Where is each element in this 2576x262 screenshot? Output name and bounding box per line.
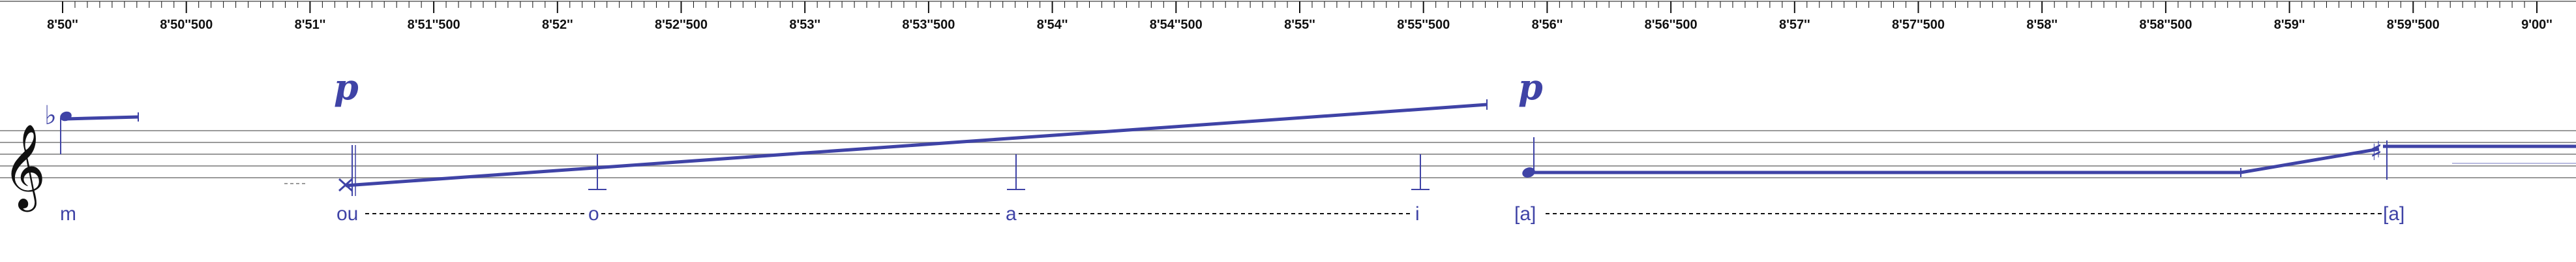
glissando-line[interactable] (345, 103, 1488, 188)
note-event-3[interactable]: p ♯ (1518, 66, 2576, 180)
lyrics-row: m ou o a i [a] [a] (60, 203, 2404, 225)
lyric-syllable[interactable]: m (60, 203, 76, 225)
ruler-tick-label: 8'53''500 (902, 18, 955, 32)
ruler-tick-label: 8'59''500 (2387, 18, 2440, 32)
flat-icon: ♭ (44, 101, 57, 131)
note-event-2[interactable]: p (334, 66, 1488, 196)
ruler-tick-label: 8'55'' (1284, 18, 1315, 32)
ruler-tick-label: 8'50'' (47, 18, 78, 32)
ruler-tick-label: 8'52'' (542, 18, 573, 32)
dynamic-marking: p (1518, 66, 1543, 108)
ruler-tick-label: 9'00'' (2521, 18, 2553, 32)
time-ruler[interactable]: 8'50'' 8'50''500 8'51'' 8'51''500 8'52'' 8'52… (0, 1, 2576, 32)
lyric-syllable[interactable]: [a] (1514, 203, 1536, 225)
ruler-tick-label: 8'51'' (295, 18, 326, 32)
ruler-tick-label: 8'52''500 (655, 18, 708, 32)
ruler-tick-label: 8'54'' (1037, 18, 1068, 32)
lyric-syllable[interactable]: a (1006, 203, 1017, 225)
ruler-tick-label: 8'56'' (1532, 18, 1563, 32)
ruler-tick-label: 8'57''500 (1892, 18, 1945, 32)
duration-line[interactable] (65, 115, 139, 121)
ruler-tick-label: 8'53'' (789, 18, 820, 32)
staff (0, 130, 2576, 178)
treble-clef-icon: 𝄞 (3, 123, 46, 212)
dynamic-marking: p (334, 66, 359, 108)
ruler-tick-label: 8'56''500 (1645, 18, 1698, 32)
ruler-minor-ticks (74, 1, 2525, 8)
ruler-tick-label: 8'57'' (1779, 18, 1810, 32)
lyric-syllable[interactable]: ou (337, 203, 358, 225)
ruler-tick-label: 8'58'' (2026, 18, 2058, 32)
ruler-tick-label: 8'50''500 (160, 18, 213, 32)
lyric-syllable[interactable]: o (588, 203, 599, 225)
ruler-tick-label: 8'51''500 (408, 18, 460, 32)
note-event-1[interactable]: ♭ (44, 101, 139, 154)
glissando-line[interactable] (2240, 147, 2380, 174)
ruler-tick-label: 8'55''500 (1397, 18, 1450, 32)
lyric-syllable[interactable]: [a] (2383, 203, 2404, 225)
ruler-major-ticks (62, 1, 2538, 13)
ruler-tick-labels: 8'50'' 8'50''500 8'51'' 8'51''500 8'52'' 8'52… (47, 18, 2553, 32)
lyric-syllable[interactable]: i (1415, 203, 1420, 225)
ruler-tick-label: 8'54''500 (1150, 18, 1203, 32)
sharp-icon: ♯ (2370, 137, 2382, 167)
ruler-tick-label: 8'59'' (2274, 18, 2305, 32)
ruler-tick-label: 8'58''500 (2139, 18, 2192, 32)
